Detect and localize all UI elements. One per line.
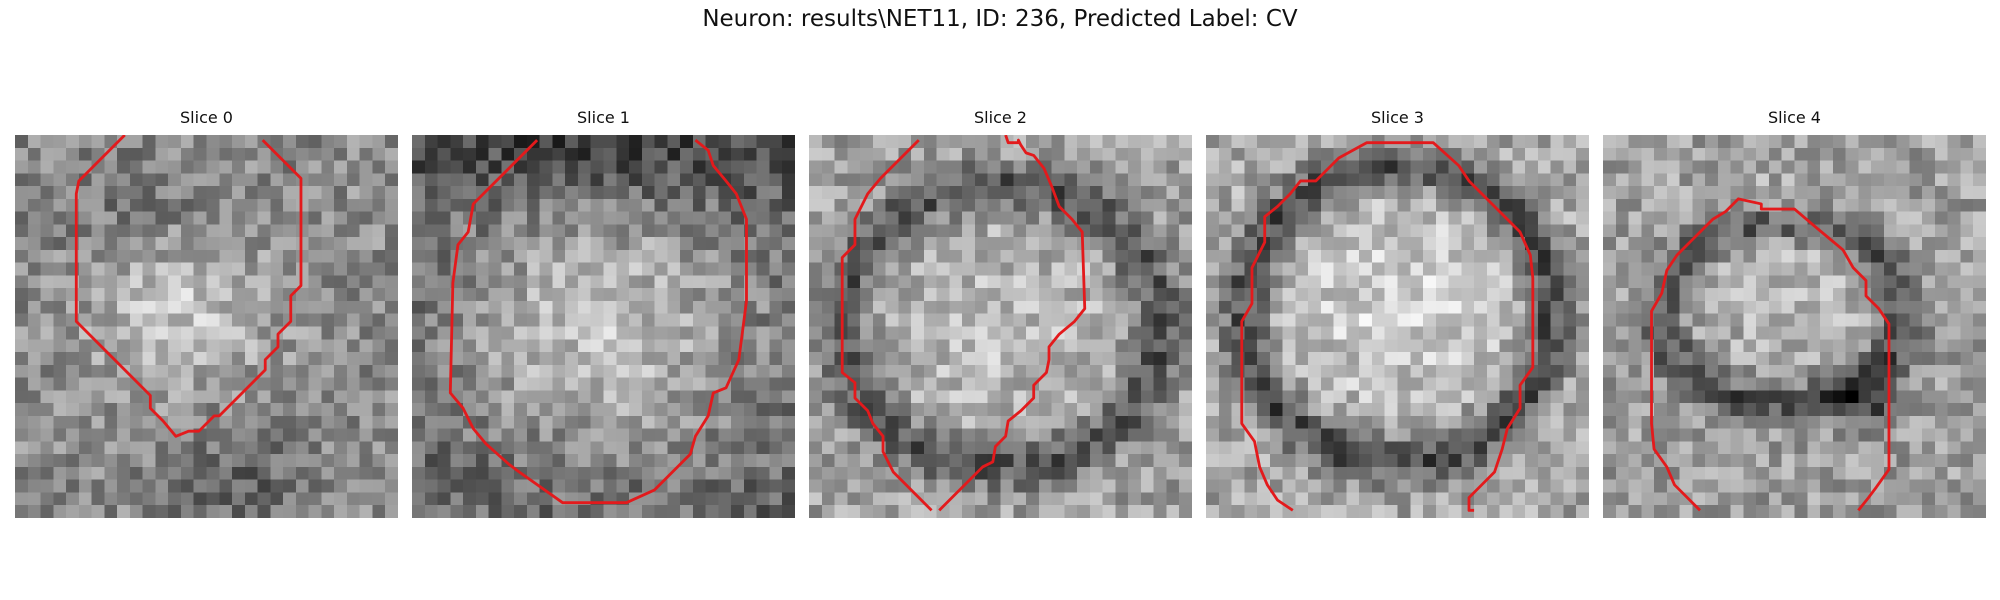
slice-image (1603, 135, 1986, 518)
slice-panel-0: Slice 0 (15, 106, 398, 518)
slice-image (15, 135, 398, 518)
segmentation-contour (74, 135, 303, 438)
segmentation-contour (1650, 197, 1891, 512)
slice-pixels (15, 135, 398, 518)
slice-title: Slice 0 (180, 108, 233, 127)
slice-title: Slice 4 (1768, 108, 1821, 127)
figure-title: Neuron: results\NET11, ID: 236, Predicte… (702, 6, 1298, 32)
slice-pixels (809, 135, 1192, 518)
slice-image (809, 135, 1192, 518)
segmentation-contour (938, 135, 1087, 512)
slice-title: Slice 2 (974, 108, 1027, 127)
slice-image (412, 135, 795, 518)
slice-title: Slice 1 (577, 108, 630, 127)
slice-image (1206, 135, 1589, 518)
slice-panel-2: Slice 2 (809, 106, 1192, 518)
slice-panel-4: Slice 4 (1603, 106, 1986, 518)
segmentation-contour (448, 139, 748, 505)
segmentation-contour (1240, 141, 1535, 512)
slice-panel-3: Slice 3 (1206, 106, 1589, 518)
slice-pixels (1603, 135, 1986, 518)
slice-title: Slice 3 (1371, 108, 1424, 127)
segmentation-contour (840, 139, 933, 512)
slice-pixels (1206, 135, 1589, 518)
slice-panel-1: Slice 1 (412, 106, 795, 518)
slice-pixels (412, 135, 795, 518)
